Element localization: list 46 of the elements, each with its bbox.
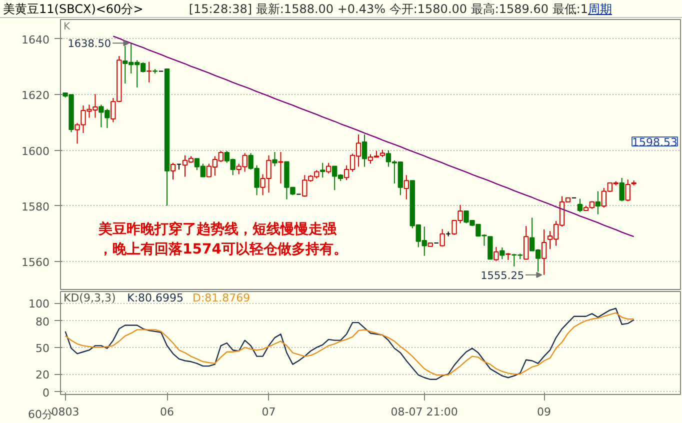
x-axis-title: 60分	[28, 408, 53, 423]
annotation: ，晚上有回落1574可以轻仓做多持有。	[98, 242, 348, 258]
candlestick	[362, 134, 368, 168]
text: 周期	[588, 2, 613, 16]
candlestick	[170, 162, 176, 180]
candlestick	[278, 151, 284, 184]
x-tick-label: 08-07 21:00	[390, 406, 458, 418]
candlestick	[494, 246, 499, 262]
chart-subtitle: [15:28:38] 最新:1588.00 +0.43% 今开:1580.00 最高:1589.60 最低:1	[188, 2, 588, 16]
candlestick	[320, 162, 326, 178]
candlestick	[440, 228, 445, 247]
y-tick-label: 20	[36, 368, 50, 382]
annotation: 1638.50	[68, 38, 112, 50]
candlestick	[577, 198, 583, 213]
y-tick-label: 0	[42, 386, 50, 400]
x-tick-label: 09	[537, 406, 552, 418]
x-tick-label: 07	[262, 406, 276, 418]
candlestick	[272, 151, 278, 167]
y-tick-label: 1620	[22, 89, 50, 102]
line-series	[112, 36, 634, 238]
candlestick	[524, 226, 529, 260]
candlestick	[146, 61, 152, 83]
text: D:81.8769	[192, 292, 250, 304]
series-label: K:80.6995	[127, 292, 184, 304]
candlestick	[500, 246, 505, 260]
annotation: 1555.25	[480, 270, 524, 282]
chart-title: KD(9,3,3)	[64, 292, 116, 304]
candlestick	[541, 228, 547, 276]
annotation: 美豆昨晚打穿了趋势线，短线慢慢走强	[98, 220, 338, 238]
x-tick-label: 06	[160, 406, 174, 418]
candlestick	[625, 179, 630, 202]
y-tick-label: 100	[28, 298, 50, 311]
candlestick	[595, 190, 601, 215]
y-tick-label: 1600	[22, 144, 50, 158]
annotation: K	[64, 22, 70, 32]
candlestick	[619, 177, 624, 202]
x-tick-label: 0803	[51, 406, 80, 418]
y-tick-label: 1560	[22, 256, 50, 270]
y-tick-label: 80	[36, 315, 50, 328]
y-tick-label: 1640	[22, 33, 50, 46]
candlestick	[326, 162, 332, 174]
y-tick-label: 1580	[22, 200, 50, 214]
chart-title: 美黄豆11(SBCX)<60分>	[2, 1, 144, 17]
candlestick	[404, 174, 409, 200]
y-tick-label: 50	[36, 342, 50, 355]
annotation: 1598.53	[632, 136, 678, 149]
